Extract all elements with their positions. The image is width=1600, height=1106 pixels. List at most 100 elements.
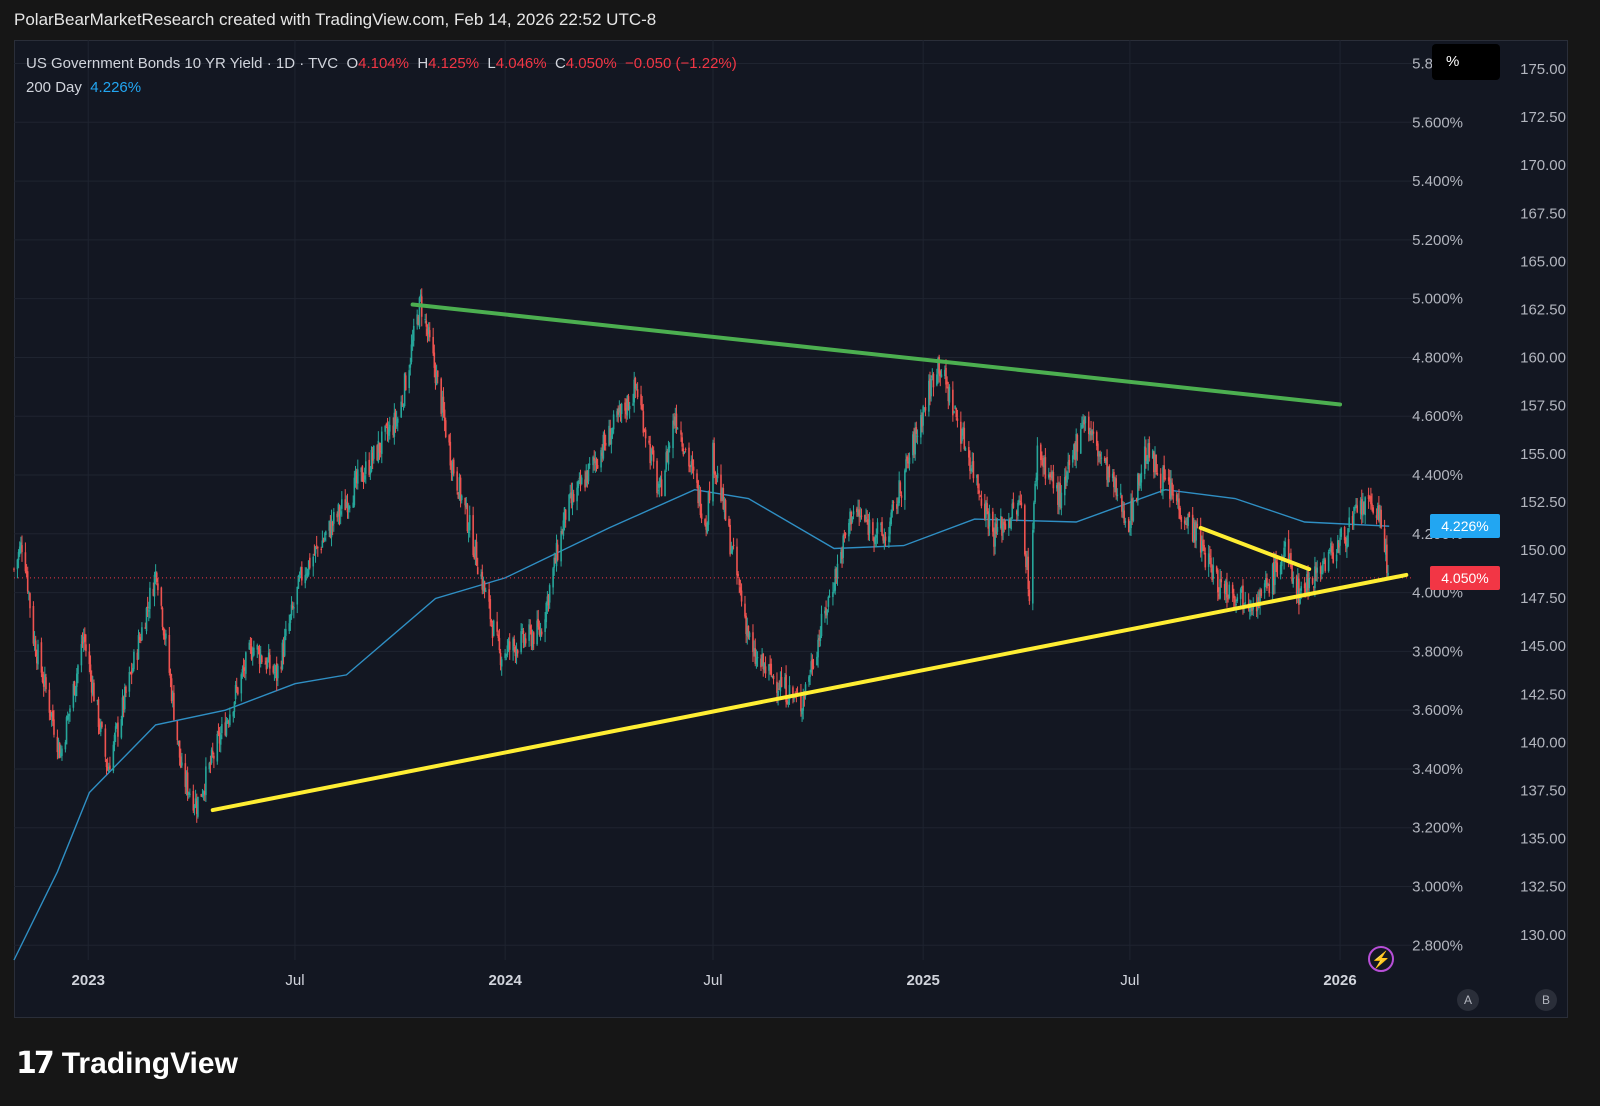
candle-body <box>809 675 811 677</box>
candle-body <box>956 418 959 421</box>
candle-body <box>1288 555 1291 560</box>
ma-price-tag: 4.226% <box>1430 514 1500 539</box>
candle-body <box>937 358 939 375</box>
candle-body <box>1049 474 1051 477</box>
candle-body <box>866 519 868 522</box>
trendline-green[interactable] <box>410 302 1343 407</box>
candle-body <box>1156 473 1159 475</box>
candle-body <box>824 610 826 614</box>
candle-body <box>788 685 791 700</box>
candle-body <box>666 451 669 463</box>
candle-body <box>1068 459 1071 466</box>
candle-body <box>152 588 155 596</box>
candle-body <box>1265 577 1267 585</box>
candle-body <box>811 659 814 670</box>
candle-body <box>433 352 436 368</box>
candle-body <box>393 412 396 437</box>
candle-body <box>245 652 247 674</box>
candle-body <box>602 434 605 459</box>
lightning-icon[interactable]: ⚡ <box>1368 946 1394 972</box>
candle-body <box>377 440 380 462</box>
candle-body <box>97 699 100 727</box>
candle-body <box>721 488 723 500</box>
candle-body <box>1191 514 1194 542</box>
candle-body <box>450 463 453 473</box>
candle-body <box>42 680 45 687</box>
y-right-tick-label: 157.50 <box>1520 398 1566 415</box>
candle-body <box>195 801 198 814</box>
candle-body <box>768 664 770 671</box>
candle-body <box>651 451 654 453</box>
candle-body <box>820 613 823 637</box>
symbol-legend[interactable]: US Government Bonds 10 YR Yield · 1D · T… <box>26 52 737 100</box>
candle-body <box>1223 584 1226 594</box>
y-tick-label: 4.400% <box>1412 467 1463 484</box>
candle-body <box>1052 472 1055 489</box>
candle-body <box>185 774 188 788</box>
candle-body <box>1058 485 1060 508</box>
x-axis-time[interactable]: 2023 Jul 2024 Jul 2025 Jul 2026 <box>72 972 1357 989</box>
x-tick-label: Jul <box>703 972 722 989</box>
candle-body <box>1114 478 1116 490</box>
candle-body <box>968 447 970 458</box>
auto-scale-a-button[interactable]: A <box>1457 989 1479 1011</box>
candle-body <box>569 492 572 495</box>
candle-body <box>692 466 695 471</box>
candle-body <box>938 356 940 374</box>
candle-body <box>1295 576 1298 594</box>
y-right-tick-label: 167.50 <box>1520 205 1566 222</box>
candle-body <box>699 489 702 516</box>
candle-body <box>1202 539 1204 547</box>
candle-body <box>1327 552 1330 571</box>
candle-body <box>315 545 318 547</box>
candle-body <box>1111 473 1114 479</box>
candle-body <box>881 521 883 536</box>
candle-body <box>440 378 442 414</box>
candle-body <box>793 697 795 699</box>
candle-body <box>940 374 943 377</box>
candle-body <box>560 530 562 562</box>
candle-body <box>269 654 271 669</box>
candle-body <box>144 627 147 629</box>
candle-body <box>554 557 557 564</box>
candle-body <box>186 772 189 795</box>
candle-body <box>1162 467 1164 491</box>
candle-body <box>289 614 292 623</box>
candle-body <box>1084 416 1087 424</box>
candle-body <box>784 677 786 688</box>
candle-body <box>867 519 870 535</box>
candle-body <box>177 740 180 742</box>
candle-body <box>849 511 851 525</box>
candle-body <box>912 434 914 456</box>
trendline-yellow-short[interactable] <box>1198 525 1312 572</box>
candle-body <box>490 620 493 623</box>
y-tick-label: 3.800% <box>1412 643 1463 660</box>
candle-body <box>564 509 567 520</box>
candle-body <box>714 472 717 475</box>
candle-body <box>876 522 879 534</box>
candle-body <box>528 624 530 641</box>
y-axis-percent[interactable]: 5.800%5.600%5.400%5.200%5.000%4.800%4.60… <box>1412 56 1463 955</box>
candle-body <box>1008 520 1010 529</box>
candle-body <box>481 571 484 590</box>
candle-body <box>1308 577 1311 589</box>
symbol-title[interactable]: US Government Bonds 10 YR Yield · 1D · T… <box>26 55 339 72</box>
candle-body <box>368 459 371 475</box>
candle-body <box>232 711 235 717</box>
candle-body <box>530 629 533 647</box>
candle-body <box>115 723 118 727</box>
candle-body <box>667 447 670 465</box>
y-axis-index[interactable]: 175.00 172.50 170.00 167.50 165.00 162.50 160.… <box>1520 61 1566 944</box>
trendline-yellow-support[interactable] <box>210 572 1409 813</box>
scale-b-button[interactable]: B <box>1535 989 1557 1011</box>
candle-body <box>880 523 882 525</box>
percent-scale-button[interactable]: % <box>1432 44 1500 80</box>
trendlines[interactable] <box>210 302 1409 813</box>
chart-frame[interactable] <box>14 40 1568 1018</box>
candle-body <box>1155 454 1157 473</box>
candle-body <box>1138 474 1140 485</box>
ma-label[interactable]: 200 Day <box>26 79 82 96</box>
candle-body <box>125 686 127 694</box>
candle-body <box>146 606 149 609</box>
